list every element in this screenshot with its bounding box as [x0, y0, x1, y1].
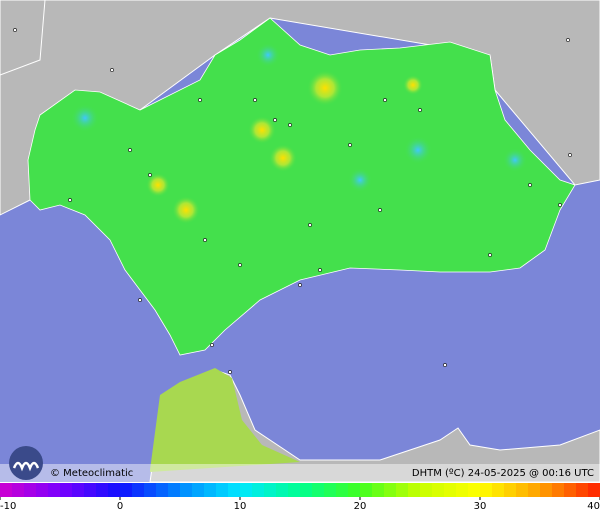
colorbar-cell: [276, 483, 289, 497]
colorbar-cell: [504, 483, 517, 497]
colorbar: -10 0 10 20 30 40: [0, 483, 600, 512]
colorbar-cell: [72, 483, 85, 497]
stations: [13, 28, 572, 374]
colorbar-cell: [192, 483, 205, 497]
colorbar-cell: [0, 483, 13, 497]
caption: DHTM (ºC) 24-05-2025 @ 00:16 UTC: [412, 468, 594, 479]
colorbar-cell: [576, 483, 589, 497]
colorbar-cell: [360, 483, 373, 497]
colorbar-cell: [204, 483, 217, 497]
colorbar-cell: [480, 483, 493, 497]
colorbar-label: -10: [0, 501, 16, 512]
andalusia: [27, 17, 576, 356]
caption-bar: [0, 464, 600, 482]
colorbar-cell: [84, 483, 97, 497]
colorbar-cell: [180, 483, 193, 497]
colorbar-cell: [516, 483, 529, 497]
colorbar-label: 0: [117, 501, 123, 512]
colorbar-cell: [300, 483, 313, 497]
colorbar-cell: [324, 483, 337, 497]
colorbar-cell: [24, 483, 37, 497]
border: [0, 0, 46, 76]
colorbar-cell: [216, 483, 229, 497]
colorbar-cell: [432, 483, 445, 497]
colorbar-cell: [468, 483, 481, 497]
colorbar-cell: [420, 483, 433, 497]
colorbar-cell: [228, 483, 241, 497]
colorbar-cell: [372, 483, 385, 497]
colorbar-cell: [12, 483, 25, 497]
colorbar-cell: [552, 483, 565, 497]
colorbar-cell: [156, 483, 169, 497]
colorbar-label: 40: [587, 501, 600, 512]
colorbar-cell: [144, 483, 157, 497]
logo-mark: [12, 461, 40, 472]
colorbar-cell: [120, 483, 133, 497]
colorbar-cell: [132, 483, 145, 497]
colorbar-cell: [492, 483, 505, 497]
colorbar-cell: [564, 483, 577, 497]
colorbar-cell: [528, 483, 541, 497]
credit: © Meteoclimatic: [50, 468, 133, 479]
colorbar-cell: [336, 483, 349, 497]
colorbar-cell: [252, 483, 265, 497]
colorbar-cell: [108, 483, 121, 497]
colorbar-cell: [96, 483, 109, 497]
colorbar-cell: [444, 483, 457, 497]
colorbar-cell: [312, 483, 325, 497]
colorbar-cell: [588, 483, 600, 497]
colorbar-label: 20: [354, 501, 367, 512]
colorbar-label: 30: [474, 501, 487, 512]
colorbar-cell: [168, 483, 181, 497]
colorbar-cell: [240, 483, 253, 497]
hotspots: [71, 43, 527, 224]
colorbar-cell: [396, 483, 409, 497]
colorbar-cell: [408, 483, 421, 497]
colorbar-cell: [36, 483, 49, 497]
morocco-field: [150, 368, 300, 472]
colorbar-cell: [456, 483, 469, 497]
colorbar-cell: [48, 483, 61, 497]
colorbar-cell: [288, 483, 301, 497]
colorbar-cell: [348, 483, 361, 497]
colorbar-label: 10: [234, 501, 247, 512]
colorbar-cell: [540, 483, 553, 497]
colorbar-cell: [60, 483, 73, 497]
colorbar-cell: [264, 483, 277, 497]
colorbar-cell: [384, 483, 397, 497]
